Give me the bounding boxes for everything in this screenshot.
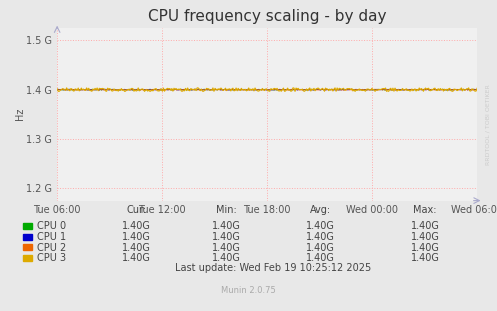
Text: 1.40G: 1.40G [411,221,439,231]
Text: 1.40G: 1.40G [122,253,151,263]
Text: 1.40G: 1.40G [306,243,335,253]
Text: 1.40G: 1.40G [411,253,439,263]
Text: 1.40G: 1.40G [306,221,335,231]
Text: CPU 0: CPU 0 [37,221,67,231]
Y-axis label: Hz: Hz [15,108,25,120]
Text: 1.40G: 1.40G [411,243,439,253]
Text: 1.40G: 1.40G [411,232,439,242]
Text: 1.40G: 1.40G [122,221,151,231]
Text: 1.40G: 1.40G [306,253,335,263]
Text: Min:: Min: [216,205,237,215]
Text: 1.40G: 1.40G [212,221,241,231]
Text: 1.40G: 1.40G [306,232,335,242]
Text: 1.40G: 1.40G [122,232,151,242]
Text: CPU 1: CPU 1 [37,232,67,242]
Text: 1.40G: 1.40G [212,232,241,242]
Text: Cur:: Cur: [127,205,147,215]
Text: Max:: Max: [413,205,437,215]
Text: Munin 2.0.75: Munin 2.0.75 [221,286,276,295]
Text: CPU 3: CPU 3 [37,253,67,263]
Text: 1.40G: 1.40G [212,243,241,253]
Text: 1.40G: 1.40G [212,253,241,263]
Text: Avg:: Avg: [310,205,331,215]
Text: Last update: Wed Feb 19 10:25:12 2025: Last update: Wed Feb 19 10:25:12 2025 [175,263,371,273]
Title: CPU frequency scaling - by day: CPU frequency scaling - by day [148,9,386,24]
Text: 1.40G: 1.40G [122,243,151,253]
Text: RRDTOOL / TOBI OETIKER: RRDTOOL / TOBI OETIKER [486,84,491,165]
Text: CPU 2: CPU 2 [37,243,67,253]
